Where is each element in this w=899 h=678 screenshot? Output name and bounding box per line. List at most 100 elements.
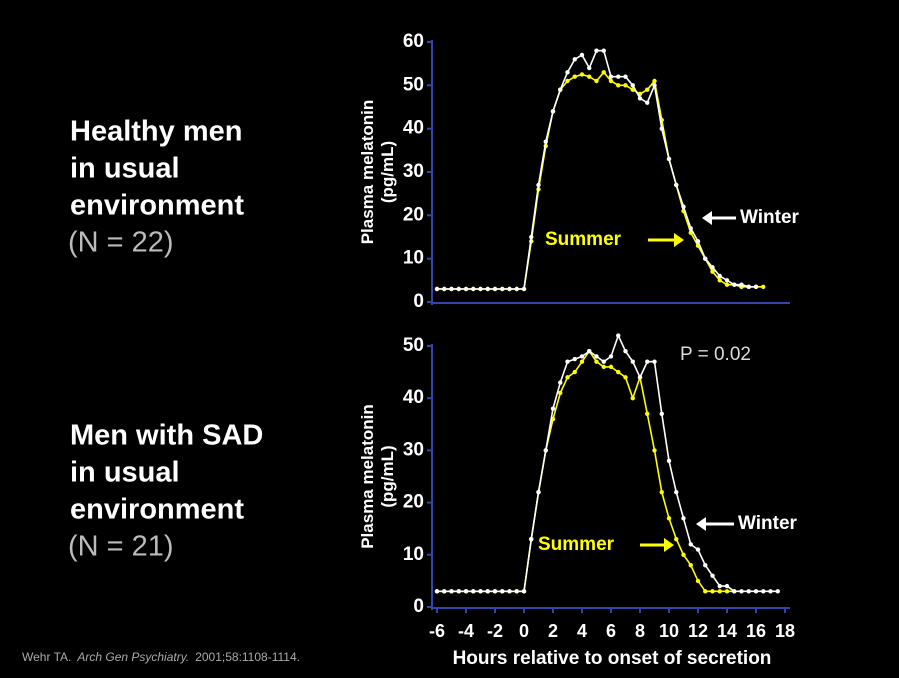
- data-point: [442, 286, 447, 292]
- data-point: [630, 396, 635, 401]
- x-tick-label: -6: [429, 621, 445, 641]
- data-point: [521, 589, 527, 594]
- data-point: [652, 78, 657, 84]
- y-tick-label: 40: [403, 387, 424, 408]
- data-point: [681, 552, 686, 557]
- data-point: [558, 87, 563, 92]
- data-point: [536, 182, 541, 188]
- y-tick-label: 0: [413, 596, 424, 617]
- data-point: [485, 286, 490, 292]
- x-tick-label: 4: [577, 621, 587, 641]
- y-axis-label: Plasma melatonin(pg/mL): [358, 100, 397, 245]
- data-point: [579, 359, 585, 364]
- x-tick-label: 16: [746, 621, 766, 641]
- data-point: [608, 74, 614, 79]
- data-point: [500, 589, 505, 594]
- group-label: environment: [70, 494, 244, 526]
- y-tick-label: 0: [413, 291, 424, 312]
- y-tick-label: 30: [403, 439, 424, 460]
- citation: Wehr TA. Arch Gen Psychiatry. 2001;58:1108…: [22, 650, 300, 664]
- data-point: [529, 536, 534, 542]
- data-point: [565, 359, 570, 364]
- data-point: [463, 589, 469, 594]
- series-label: Winter: [740, 207, 800, 228]
- data-point: [768, 589, 773, 594]
- data-point: [543, 139, 548, 144]
- data-point: [463, 286, 469, 292]
- y-tick-label: 20: [403, 492, 424, 513]
- group-label: in usual: [70, 457, 180, 489]
- data-point: [688, 226, 693, 231]
- data-point: [594, 78, 599, 84]
- y-tick-label: 10: [403, 544, 424, 565]
- data-point: [514, 589, 519, 594]
- data-point: [565, 375, 570, 380]
- arrow-head: [674, 233, 684, 247]
- data-point: [492, 589, 498, 594]
- y-tick-label: 40: [403, 118, 424, 139]
- data-point: [666, 458, 672, 464]
- data-point: [558, 380, 563, 385]
- x-tick-label: 10: [659, 621, 679, 641]
- x-tick-label: 0: [519, 621, 529, 641]
- data-point: [703, 589, 708, 594]
- data-point: [630, 83, 635, 88]
- data-point: [652, 448, 657, 453]
- data-point: [594, 359, 599, 364]
- data-point: [478, 286, 483, 292]
- data-point: [514, 286, 519, 292]
- data-point: [565, 78, 570, 84]
- y-axis-label-line: Plasma melatonin: [358, 404, 377, 549]
- data-point: [732, 282, 737, 287]
- data-point: [492, 286, 498, 292]
- group-label: Healthy men: [70, 116, 242, 148]
- group-label: in usual: [70, 153, 180, 185]
- data-point: [601, 70, 606, 75]
- data-point: [587, 65, 592, 71]
- data-point: [485, 589, 490, 594]
- y-tick-label: 60: [403, 31, 424, 52]
- data-point: [601, 48, 606, 53]
- data-point: [645, 87, 650, 92]
- x-tick-label: 8: [635, 621, 645, 641]
- data-point: [695, 547, 701, 552]
- data-point: [717, 589, 722, 594]
- group-n: (N = 22): [68, 227, 174, 259]
- data-point: [507, 589, 512, 594]
- data-point: [608, 354, 614, 359]
- data-point: [681, 516, 686, 521]
- data-point: [674, 182, 679, 188]
- data-point: [471, 589, 476, 594]
- data-point: [623, 375, 628, 380]
- data-point: [710, 265, 715, 270]
- x-tick-label: 12: [688, 621, 708, 641]
- data-point: [471, 286, 476, 292]
- data-point: [674, 536, 679, 542]
- y-tick-label: 50: [403, 335, 424, 356]
- data-point: [724, 589, 730, 594]
- y-tick-label: 10: [403, 248, 424, 269]
- data-point: [594, 354, 599, 359]
- data-point: [616, 83, 621, 88]
- data-point: [703, 256, 708, 261]
- data-point: [645, 411, 650, 417]
- data-point: [645, 359, 650, 364]
- data-point: [652, 359, 657, 364]
- data-point: [507, 286, 512, 292]
- data-point: [449, 589, 454, 594]
- x-tick-label: 6: [606, 621, 616, 641]
- data-point: [601, 364, 606, 370]
- group-label: Men with SAD: [70, 420, 263, 452]
- arrow-head: [702, 211, 712, 225]
- data-point: [594, 48, 599, 53]
- data-point: [442, 589, 447, 594]
- arrow-head: [664, 538, 674, 552]
- y-tick-label: 30: [403, 161, 424, 182]
- data-point: [674, 489, 679, 495]
- data-point: [572, 57, 577, 62]
- data-point: [616, 74, 621, 79]
- citation-part: 2001;58:1108-1114.: [195, 650, 300, 664]
- data-point: [572, 356, 577, 362]
- data-point: [724, 583, 730, 589]
